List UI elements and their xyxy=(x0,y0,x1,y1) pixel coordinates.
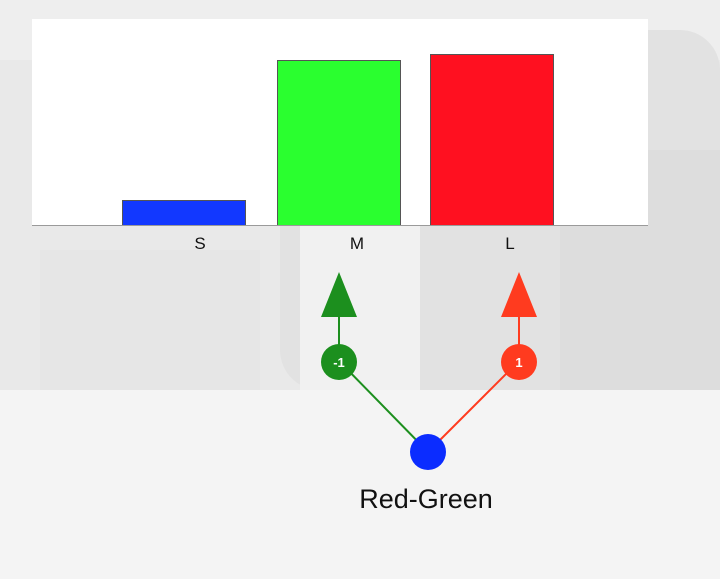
diagram-caption: Red-Green xyxy=(359,484,493,514)
connector-line-green xyxy=(339,361,429,453)
tick-label-s: S xyxy=(194,234,206,253)
bar-s xyxy=(122,200,246,225)
bar-chart-panel xyxy=(32,19,648,226)
output-node xyxy=(410,434,446,470)
bar-m xyxy=(277,60,401,225)
arrow-head-red xyxy=(501,272,537,317)
weight-label-red: 1 xyxy=(515,355,522,370)
weight-node-green xyxy=(321,344,357,380)
bar-l xyxy=(430,54,554,225)
connector-line-red xyxy=(427,361,519,453)
tick-label-m: M xyxy=(349,234,365,253)
weight-node-red xyxy=(501,344,537,380)
arrow-head-green xyxy=(321,272,357,317)
weight-label-green: -1 xyxy=(333,355,345,370)
tick-label-l: L xyxy=(505,234,515,253)
